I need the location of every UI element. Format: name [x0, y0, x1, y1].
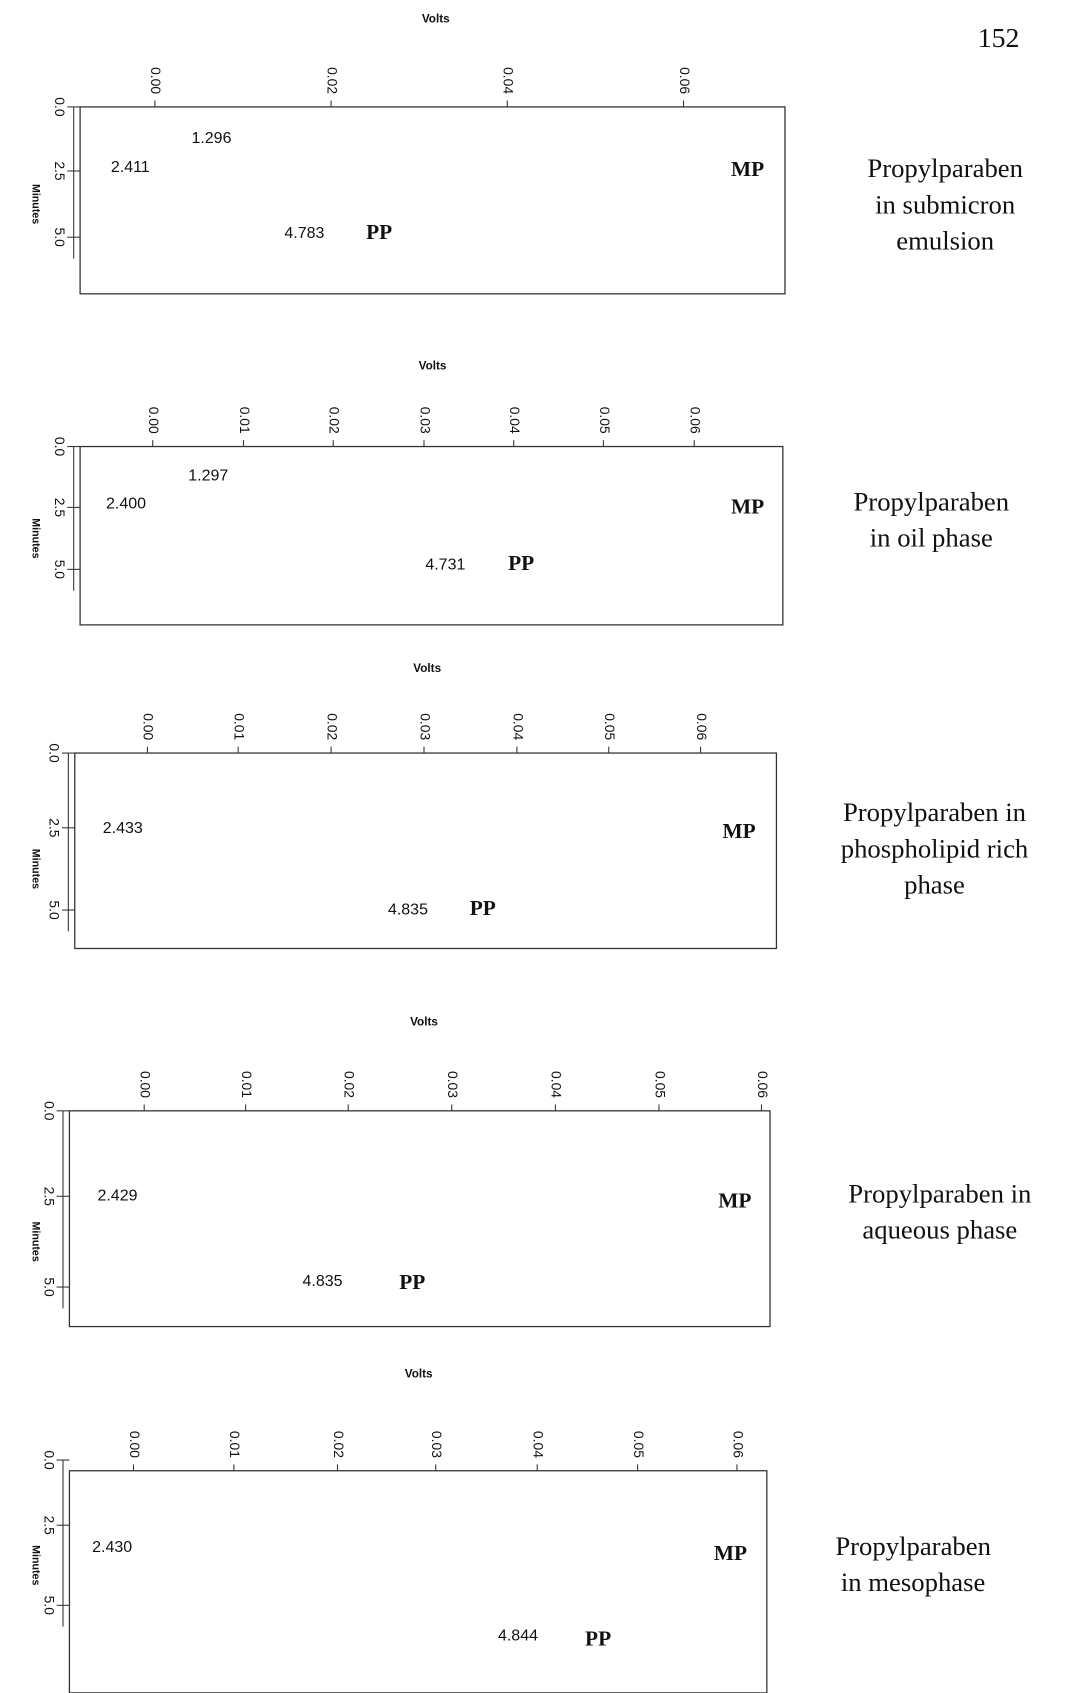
x-tick-label: 0.03 [429, 1431, 445, 1458]
peak-marker: MP [731, 157, 764, 181]
y-tick-label: 5.0 [52, 228, 68, 248]
y-tick-label: 5.0 [41, 1277, 57, 1297]
caption: in submicron [875, 189, 1015, 219]
y-tick-label: 2.5 [52, 161, 68, 181]
y-tick-label: 2.5 [52, 498, 68, 518]
caption: Propylparaben [853, 486, 1009, 516]
y-tick-label: 5.0 [52, 560, 68, 580]
peak-label: 4.835 [388, 901, 428, 918]
peak-marker: MP [731, 494, 764, 518]
caption: Propylparaben [867, 153, 1023, 183]
x-tick-label: 0.01 [227, 1431, 243, 1458]
x-tick-label: 0.04 [531, 1431, 547, 1458]
peak-label: 4.835 [303, 1273, 343, 1290]
y-axis-title: Minutes [29, 184, 41, 224]
caption: in oil phase [870, 523, 993, 553]
page-number: 152 [978, 23, 1020, 54]
y-axis-title: Minutes [29, 1545, 41, 1585]
y-tick-label: 2.5 [47, 818, 63, 838]
caption: in mesophase [841, 1567, 986, 1597]
peak-marker: MP [714, 1541, 747, 1565]
x-tick-label: 0.04 [501, 67, 517, 94]
page: 152 Volts0.000.020.040.060.02.55.0Minute… [0, 0, 1068, 1693]
caption: emulsion [896, 226, 994, 256]
y-tick-label: 0.0 [41, 1450, 57, 1470]
y-tick-label: 0.0 [47, 743, 63, 763]
y-axis-title: Minutes [29, 849, 41, 889]
peak-label: 2.411 [111, 159, 150, 176]
peak-marker: PP [508, 551, 534, 575]
x-tick-label: 0.05 [652, 1071, 668, 1098]
x-tick-label: 0.00 [127, 1431, 143, 1458]
y-tick-label: 0.0 [52, 97, 68, 117]
x-axis-title: Volts [419, 360, 447, 373]
caption: phospholipid rich [841, 833, 1029, 863]
peak-marker: MP [718, 1189, 751, 1213]
x-tick-label: 0.05 [602, 713, 618, 740]
y-tick-label: 0.0 [52, 437, 68, 457]
x-axis-title: Volts [413, 662, 441, 675]
x-tick-label: 0.02 [341, 1071, 357, 1098]
x-tick-label: 0.01 [239, 1071, 255, 1098]
plot-frame [80, 107, 785, 294]
x-tick-label: 0.06 [677, 67, 693, 94]
y-tick-label: 2.5 [41, 1516, 57, 1536]
x-tick-label: 0.01 [237, 407, 253, 434]
x-axis-title: Volts [422, 12, 450, 25]
x-tick-label: 0.03 [417, 407, 433, 434]
peak-marker: PP [470, 896, 496, 920]
y-tick-label: 2.5 [41, 1187, 57, 1207]
peak-marker: PP [366, 220, 392, 244]
y-tick-label: 0.0 [41, 1101, 57, 1121]
caption: Propylparaben [835, 1531, 991, 1561]
x-tick-label: 0.06 [688, 407, 704, 434]
x-tick-label: 0.04 [549, 1071, 565, 1098]
x-tick-label: 0.02 [331, 1431, 347, 1458]
peak-label: 1.297 [188, 468, 228, 485]
x-tick-label: 0.06 [694, 713, 710, 740]
x-tick-label: 0.06 [730, 1431, 746, 1458]
x-tick-label: 0.05 [597, 407, 613, 434]
plot-frame [75, 753, 777, 948]
x-tick-label: 0.00 [138, 1071, 154, 1098]
peak-marker: MP [722, 819, 755, 843]
y-axis-title: Minutes [29, 518, 41, 558]
x-axis-title: Volts [410, 1015, 438, 1028]
x-tick-label: 0.04 [510, 713, 526, 740]
x-tick-label: 0.00 [148, 67, 164, 94]
plot-frame [69, 1111, 770, 1327]
x-tick-label: 0.01 [231, 713, 247, 740]
x-tick-label: 0.04 [507, 407, 523, 434]
peak-marker: PP [399, 1270, 425, 1294]
peak-label: 2.400 [106, 495, 146, 512]
peak-label: 4.783 [284, 225, 324, 242]
y-axis-title: Minutes [29, 1222, 41, 1262]
x-tick-label: 0.06 [755, 1071, 771, 1098]
peak-label: 4.844 [498, 1628, 538, 1645]
peak-label: 4.731 [425, 556, 465, 573]
peak-marker: PP [585, 1626, 611, 1650]
caption: Propylparaben in [843, 797, 1026, 827]
x-tick-label: 0.03 [445, 1071, 461, 1098]
peak-label: 2.429 [97, 1188, 137, 1205]
caption: aqueous phase [862, 1215, 1017, 1245]
plot-frame [80, 447, 783, 625]
x-tick-label: 0.02 [327, 407, 343, 434]
peak-label: 2.433 [103, 820, 143, 837]
x-tick-label: 0.05 [631, 1431, 647, 1458]
caption: phase [904, 870, 965, 900]
peak-label: 2.430 [92, 1539, 132, 1556]
plot-frame [69, 1471, 766, 1693]
y-tick-label: 5.0 [41, 1596, 57, 1616]
x-axis-title: Volts [405, 1368, 433, 1381]
x-tick-label: 0.00 [141, 713, 157, 740]
y-tick-label: 5.0 [47, 900, 63, 920]
x-tick-label: 0.00 [146, 407, 162, 434]
caption: Propylparaben in [848, 1178, 1031, 1208]
x-tick-label: 0.03 [417, 713, 433, 740]
peak-label: 1.296 [191, 130, 231, 147]
x-tick-label: 0.02 [324, 713, 340, 740]
x-tick-label: 0.02 [324, 67, 340, 94]
